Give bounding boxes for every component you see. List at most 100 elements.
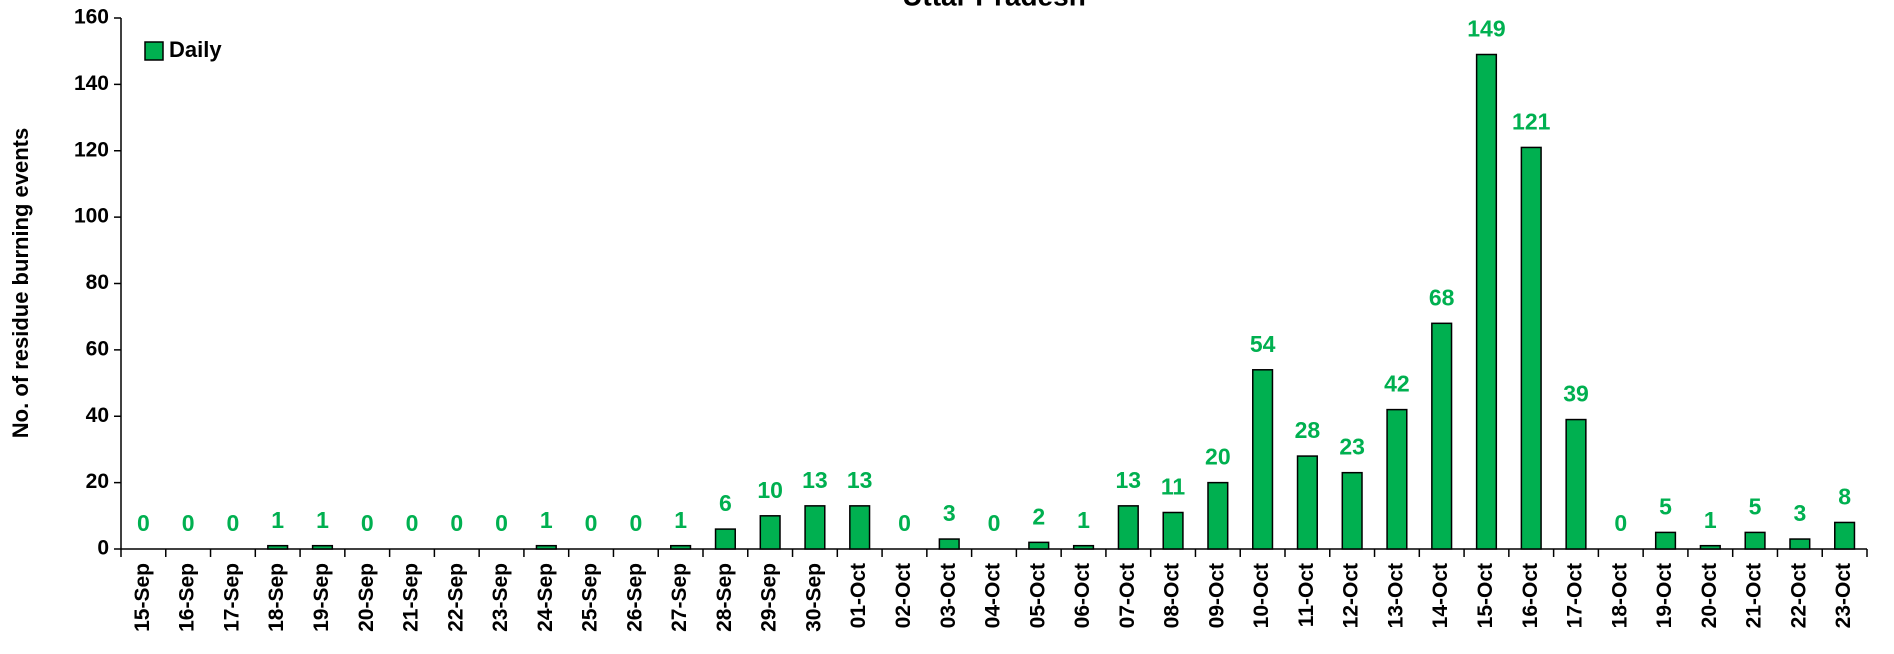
- data-label: 0: [182, 510, 195, 536]
- data-label: 20: [1205, 444, 1231, 470]
- x-tick-label: 17-Oct: [1564, 563, 1587, 628]
- x-tick-label: 05-Oct: [1026, 563, 1049, 628]
- x-tick-label: 22-Sep: [444, 563, 467, 632]
- bar: [311, 544, 334, 550]
- data-label: 0: [585, 510, 598, 536]
- x-tick-label: 29-Sep: [758, 563, 781, 632]
- bar: [1699, 544, 1721, 550]
- data-label: 149: [1467, 16, 1505, 42]
- bar: [1296, 455, 1318, 550]
- x-tick-label: 23-Sep: [489, 563, 512, 632]
- legend-swatch: [144, 41, 164, 61]
- x-tick-label: 02-Oct: [892, 563, 915, 628]
- data-label: 1: [316, 507, 329, 533]
- y-tick-label: 120: [74, 138, 109, 161]
- x-tick-label: 19-Sep: [310, 563, 333, 632]
- bar: [1520, 146, 1542, 550]
- data-label: 1: [540, 507, 553, 533]
- data-label: 8: [1838, 484, 1851, 510]
- x-tick-label: 27-Sep: [668, 563, 691, 632]
- data-label: 5: [1659, 493, 1672, 519]
- x-tick-label: 13-Oct: [1384, 563, 1407, 628]
- data-label: 0: [988, 510, 1001, 536]
- data-label: 5: [1749, 493, 1762, 519]
- legend-label: Daily: [169, 37, 222, 62]
- x-tick-label: 20-Sep: [355, 563, 378, 632]
- data-label: 121: [1512, 109, 1551, 135]
- bar: [1341, 471, 1363, 550]
- x-tick-label: 16-Oct: [1519, 563, 1542, 628]
- x-tick-label: 04-Oct: [982, 563, 1005, 628]
- bar: [267, 544, 289, 550]
- bar: [714, 528, 736, 550]
- bar: [1117, 505, 1139, 550]
- data-label: 54: [1250, 331, 1276, 357]
- x-tick-label: 16-Sep: [176, 563, 199, 632]
- x-tick-label: 30-Sep: [802, 563, 825, 632]
- y-tick-label: 20: [86, 470, 109, 493]
- chart-title: Uttar Pradesh: [902, 0, 1086, 11]
- bar: [1028, 541, 1050, 550]
- data-label: 1: [674, 507, 687, 533]
- bar: [1565, 418, 1587, 550]
- bar: [1789, 538, 1811, 550]
- x-tick-label: 24-Sep: [534, 563, 557, 632]
- y-tick-label: 160: [74, 6, 109, 29]
- x-tick-label: 18-Sep: [265, 563, 288, 632]
- bar: [1431, 322, 1453, 550]
- x-tick-label: 23-Oct: [1832, 563, 1855, 628]
- data-label: 0: [495, 510, 508, 536]
- x-tick-label: 21-Sep: [400, 563, 423, 632]
- x-tick-label: 15-Sep: [131, 563, 154, 632]
- data-label: 1: [271, 507, 284, 533]
- x-tick-label: 11-Oct: [1295, 563, 1318, 627]
- x-tick-label: 17-Sep: [220, 563, 243, 632]
- bar: [1654, 531, 1677, 550]
- x-tick-label: 26-Sep: [623, 563, 646, 632]
- data-label: 1: [1077, 507, 1090, 533]
- x-tick-label: 03-Oct: [937, 563, 960, 628]
- data-label: 0: [406, 510, 419, 536]
- y-tick-label: 0: [97, 537, 109, 560]
- data-label: 11: [1161, 474, 1186, 500]
- bar: [1162, 511, 1184, 550]
- data-label: 28: [1295, 417, 1321, 443]
- data-label: 39: [1563, 381, 1589, 407]
- data-label: 13: [802, 467, 828, 493]
- y-tick-label: 60: [86, 337, 109, 360]
- bar: [1386, 408, 1408, 550]
- data-label: 10: [757, 477, 783, 503]
- y-tick-label: 80: [86, 271, 109, 294]
- data-label: 3: [943, 500, 956, 526]
- data-label: 0: [898, 510, 911, 536]
- data-label: 3: [1793, 500, 1806, 526]
- y-tick-label: 140: [74, 72, 109, 95]
- x-tick-label: 10-Oct: [1250, 563, 1273, 628]
- bar: [938, 538, 960, 550]
- x-tick-label: 21-Oct: [1743, 563, 1766, 628]
- bar: [535, 544, 557, 550]
- y-tick-label: 100: [74, 205, 109, 228]
- data-label: 0: [227, 510, 240, 536]
- bar: [670, 544, 692, 550]
- x-tick-label: 08-Oct: [1161, 563, 1184, 628]
- data-label: 42: [1384, 371, 1410, 397]
- x-tick-label: 15-Oct: [1474, 563, 1497, 628]
- data-label: 13: [1116, 467, 1142, 493]
- x-tick-label: 18-Oct: [1608, 563, 1631, 628]
- bar: [1252, 369, 1274, 550]
- bar: [1834, 521, 1856, 550]
- data-label: 13: [847, 467, 873, 493]
- x-tick-label: 20-Oct: [1698, 563, 1721, 628]
- data-label: 2: [1032, 503, 1045, 529]
- x-tick-label: 07-Oct: [1116, 563, 1139, 628]
- bar: [1207, 481, 1229, 550]
- data-label: 0: [1614, 510, 1627, 536]
- x-tick-label: 06-Oct: [1071, 563, 1094, 628]
- data-label: 0: [137, 510, 150, 536]
- data-label: 6: [719, 490, 732, 516]
- bar: [804, 505, 826, 550]
- data-label: 0: [450, 510, 463, 536]
- y-tick-label: 40: [86, 404, 109, 427]
